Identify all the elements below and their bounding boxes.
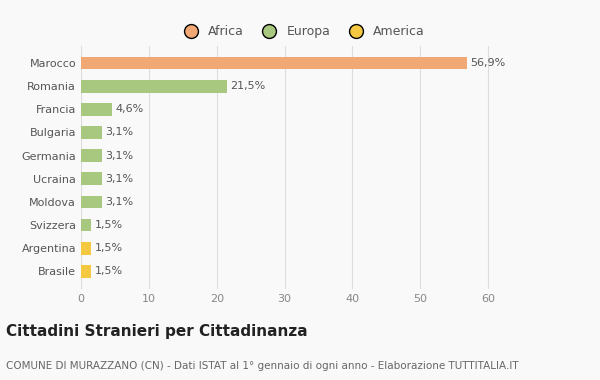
Bar	[81, 57, 467, 70]
Bar	[81, 103, 112, 116]
Bar	[81, 126, 102, 139]
Bar	[81, 219, 91, 231]
Text: 1,5%: 1,5%	[95, 220, 122, 230]
Text: 3,1%: 3,1%	[106, 197, 134, 207]
Text: COMUNE DI MURAZZANO (CN) - Dati ISTAT al 1° gennaio di ogni anno - Elaborazione : COMUNE DI MURAZZANO (CN) - Dati ISTAT al…	[6, 361, 518, 370]
Bar	[81, 242, 91, 255]
Bar	[81, 173, 102, 185]
Legend: Africa, Europa, America: Africa, Europa, America	[173, 20, 430, 43]
Text: 3,1%: 3,1%	[106, 174, 134, 184]
Text: 1,5%: 1,5%	[95, 243, 122, 253]
Text: Cittadini Stranieri per Cittadinanza: Cittadini Stranieri per Cittadinanza	[6, 324, 308, 339]
Text: 3,1%: 3,1%	[106, 127, 134, 138]
Text: 1,5%: 1,5%	[95, 266, 122, 276]
Bar	[81, 196, 102, 208]
Text: 4,6%: 4,6%	[116, 105, 144, 114]
Bar	[81, 80, 227, 93]
Bar	[81, 265, 91, 278]
Bar	[81, 149, 102, 162]
Text: 21,5%: 21,5%	[230, 81, 266, 91]
Text: 3,1%: 3,1%	[106, 150, 134, 161]
Text: 56,9%: 56,9%	[470, 58, 506, 68]
